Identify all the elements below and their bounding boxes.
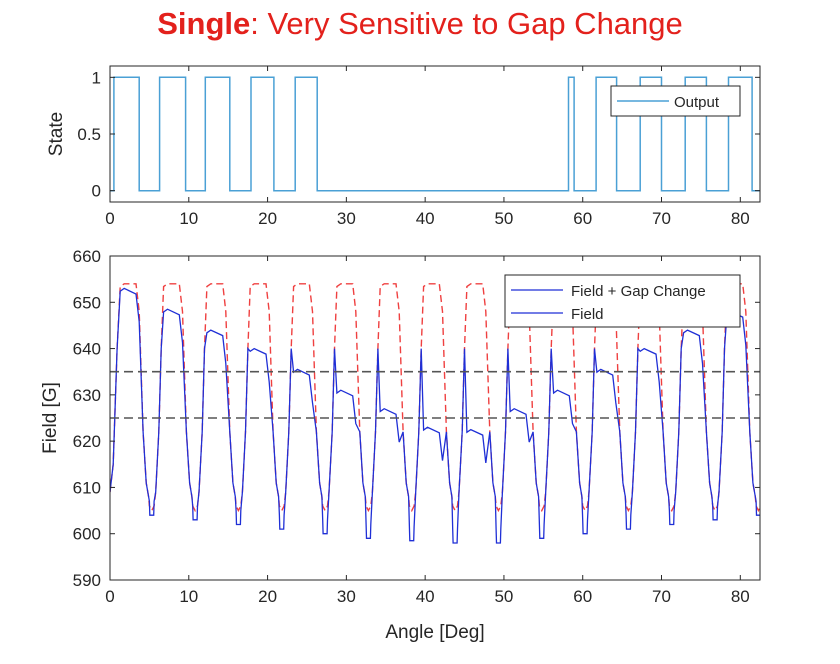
x-tick-label-2: 20 bbox=[258, 587, 277, 606]
y-tick-label-2: 650 bbox=[73, 293, 101, 312]
chart-title-rest: : Very Sensitive to Gap Change bbox=[250, 6, 683, 41]
x-tick-label-2: 0 bbox=[105, 587, 114, 606]
x-tick-label-1: 50 bbox=[494, 209, 513, 228]
x-tick-label-1: 80 bbox=[731, 209, 750, 228]
y-tick-label-2: 660 bbox=[73, 247, 101, 266]
y-tick-label-1: 0 bbox=[92, 182, 101, 201]
legend-label-output: Output bbox=[674, 94, 720, 111]
x-tick-label-2: 80 bbox=[731, 587, 750, 606]
legend-label-field: Field bbox=[571, 306, 604, 323]
x-tick-label-2: 10 bbox=[179, 587, 198, 606]
x-tick-label-2: 30 bbox=[337, 587, 356, 606]
y-tick-label-2: 630 bbox=[73, 386, 101, 405]
y-tick-label-2: 600 bbox=[73, 525, 101, 544]
legend-label-field-gap-change: Field + Gap Change bbox=[571, 283, 706, 300]
legend-box-2 bbox=[504, 274, 741, 328]
plot-frame-2 bbox=[109, 255, 761, 581]
y-axis-label-field: Field [G] bbox=[40, 382, 61, 454]
x-tick-label-2: 40 bbox=[416, 587, 435, 606]
x-tick-label-2: 50 bbox=[494, 587, 513, 606]
y-tick-label-2: 590 bbox=[73, 571, 101, 590]
x-axis-label-angle: Angle [Deg] bbox=[385, 622, 484, 643]
y-tick-label-2: 640 bbox=[73, 340, 101, 359]
x-tick-label-1: 60 bbox=[573, 209, 592, 228]
series-line-field-gap-change bbox=[110, 287, 760, 544]
x-tick-label-1: 70 bbox=[652, 209, 671, 228]
chart-title: Single: Very Sensitive to Gap Change bbox=[0, 6, 840, 42]
series-line-output bbox=[110, 76, 760, 192]
x-tick-label-2: 60 bbox=[573, 587, 592, 606]
y-tick-label-1: 1 bbox=[92, 68, 101, 87]
y-tick-label-2: 620 bbox=[73, 432, 101, 451]
x-tick-label-1: 10 bbox=[179, 209, 198, 228]
x-tick-label-1: 0 bbox=[105, 209, 114, 228]
chart-title-bold: Single bbox=[157, 6, 251, 41]
x-tick-label-2: 70 bbox=[652, 587, 671, 606]
y-axis-label-state: State bbox=[46, 112, 67, 156]
y-tick-label-1: 0.5 bbox=[77, 125, 101, 144]
x-tick-label-1: 20 bbox=[258, 209, 277, 228]
legend-box-1 bbox=[610, 85, 741, 117]
y-tick-label-2: 610 bbox=[73, 478, 101, 497]
x-tick-label-1: 30 bbox=[337, 209, 356, 228]
x-tick-label-1: 40 bbox=[416, 209, 435, 228]
